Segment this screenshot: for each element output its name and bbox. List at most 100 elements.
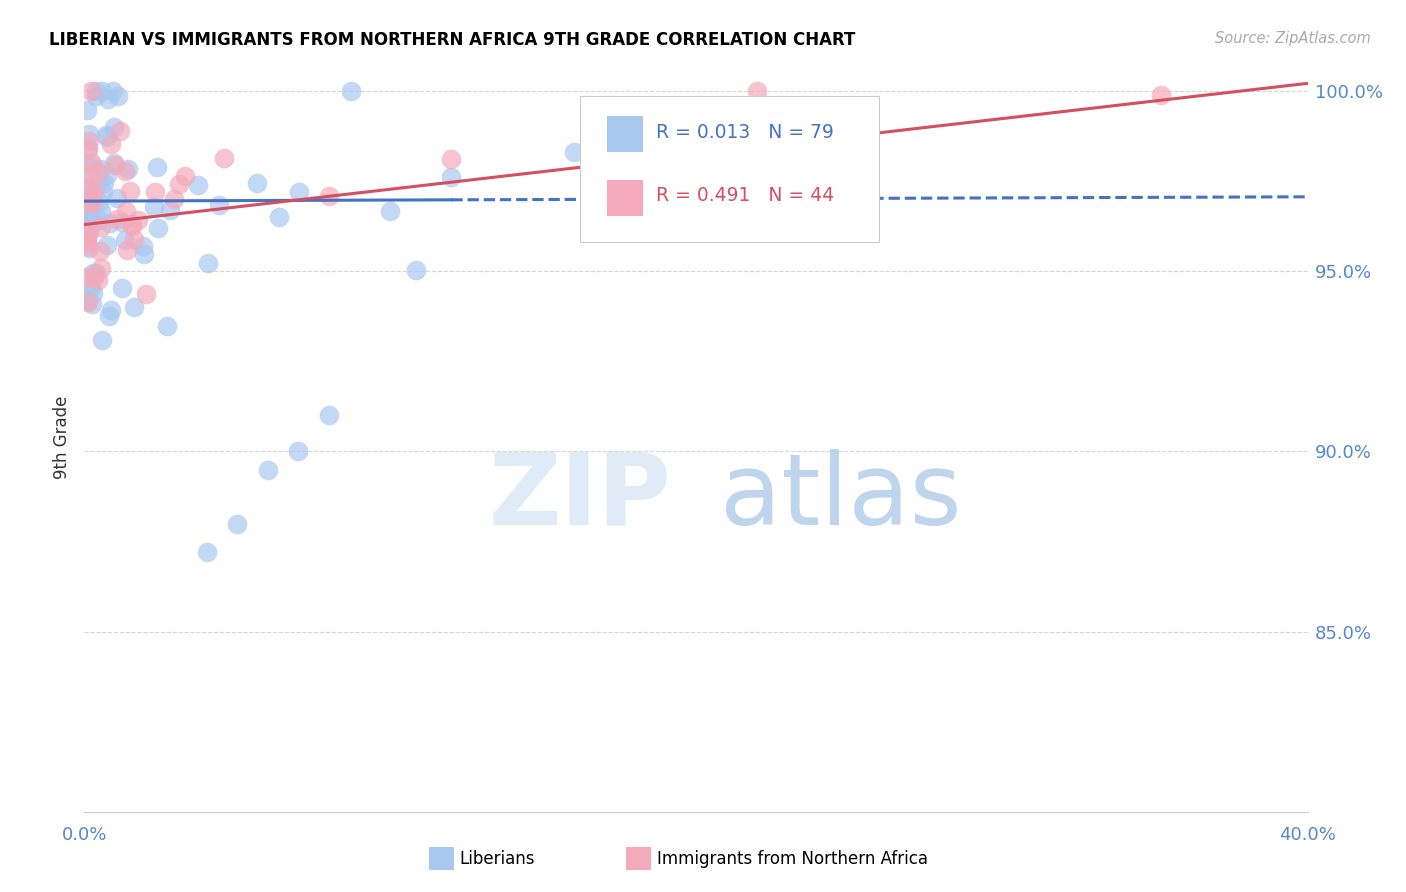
Point	[79, 196, 101, 211]
Point	[104, 158, 127, 172]
Point	[77, 198, 100, 212]
Point	[91, 333, 114, 347]
Point	[90, 219, 112, 234]
Point	[79, 218, 101, 232]
Point	[79, 282, 101, 296]
Point	[76, 269, 98, 284]
Point	[96, 168, 118, 182]
Point	[77, 208, 100, 222]
Point	[159, 202, 181, 217]
Point	[838, 200, 860, 214]
Point	[167, 177, 190, 191]
Point	[80, 297, 103, 311]
Point	[84, 84, 107, 98]
Text: ZIP: ZIP	[489, 449, 672, 546]
Bar	[606, 116, 644, 153]
Point	[97, 310, 120, 324]
Point	[163, 193, 186, 207]
Point	[83, 269, 105, 284]
Point	[115, 204, 138, 219]
Point	[208, 198, 231, 212]
Point	[132, 238, 155, 252]
Point	[146, 160, 169, 174]
Point	[380, 203, 402, 218]
Point	[83, 184, 105, 198]
Point	[87, 176, 110, 190]
Point	[82, 286, 104, 301]
Point	[212, 151, 235, 165]
Point	[76, 239, 98, 253]
Point	[91, 84, 114, 98]
Point	[77, 241, 100, 255]
Point	[173, 169, 195, 183]
Point	[82, 196, 104, 211]
Point	[76, 228, 98, 243]
Text: R = 0.013   N = 79: R = 0.013 N = 79	[655, 122, 834, 142]
Point	[105, 212, 128, 227]
Text: Source: ZipAtlas.com: Source: ZipAtlas.com	[1215, 31, 1371, 46]
Point	[111, 215, 134, 229]
Point	[118, 184, 141, 198]
Point	[76, 293, 98, 308]
Point	[96, 91, 118, 105]
Point	[76, 231, 98, 245]
Point	[121, 219, 143, 233]
Point	[134, 247, 156, 261]
Point	[76, 179, 98, 194]
Point	[197, 256, 219, 270]
Point	[124, 232, 146, 246]
Point	[117, 243, 139, 257]
Point	[257, 462, 280, 476]
Text: atlas: atlas	[720, 449, 962, 546]
Point	[107, 88, 129, 103]
Bar	[606, 180, 644, 216]
Point	[96, 128, 118, 143]
Point	[79, 211, 101, 226]
Point	[143, 185, 166, 199]
Point	[89, 195, 111, 210]
Point	[77, 134, 100, 148]
Point	[79, 209, 101, 223]
Point	[111, 281, 134, 295]
Point	[87, 165, 110, 179]
Point	[79, 225, 101, 239]
Point	[156, 318, 179, 333]
Text: Immigrants from Northern Africa: Immigrants from Northern Africa	[657, 850, 928, 868]
Point	[87, 273, 110, 287]
Point	[103, 156, 125, 170]
Point	[440, 152, 463, 166]
Point	[187, 178, 209, 192]
Point	[1150, 87, 1173, 102]
Point	[82, 159, 104, 173]
Point	[76, 141, 98, 155]
Point	[77, 127, 100, 141]
Point	[135, 287, 157, 301]
Point	[195, 545, 218, 559]
Point	[288, 185, 311, 199]
Point	[117, 161, 139, 176]
Point	[82, 217, 104, 231]
Point	[84, 89, 107, 103]
Point	[84, 266, 107, 280]
Point	[127, 213, 149, 227]
Point	[93, 176, 115, 190]
Point	[76, 234, 98, 248]
Point	[77, 193, 100, 207]
Point	[98, 216, 121, 230]
Point	[82, 169, 104, 184]
Point	[77, 144, 100, 158]
Point	[108, 124, 131, 138]
Point	[747, 84, 769, 98]
Point	[91, 185, 114, 199]
Point	[96, 130, 118, 145]
Point	[103, 120, 125, 134]
Point	[269, 211, 291, 225]
Point	[80, 280, 103, 294]
FancyBboxPatch shape	[579, 96, 880, 243]
Point	[146, 220, 169, 235]
Point	[82, 267, 104, 281]
Point	[80, 169, 103, 183]
Point	[90, 161, 112, 176]
Point	[76, 158, 98, 172]
Text: LIBERIAN VS IMMIGRANTS FROM NORTHERN AFRICA 9TH GRADE CORRELATION CHART: LIBERIAN VS IMMIGRANTS FROM NORTHERN AFR…	[49, 31, 856, 49]
